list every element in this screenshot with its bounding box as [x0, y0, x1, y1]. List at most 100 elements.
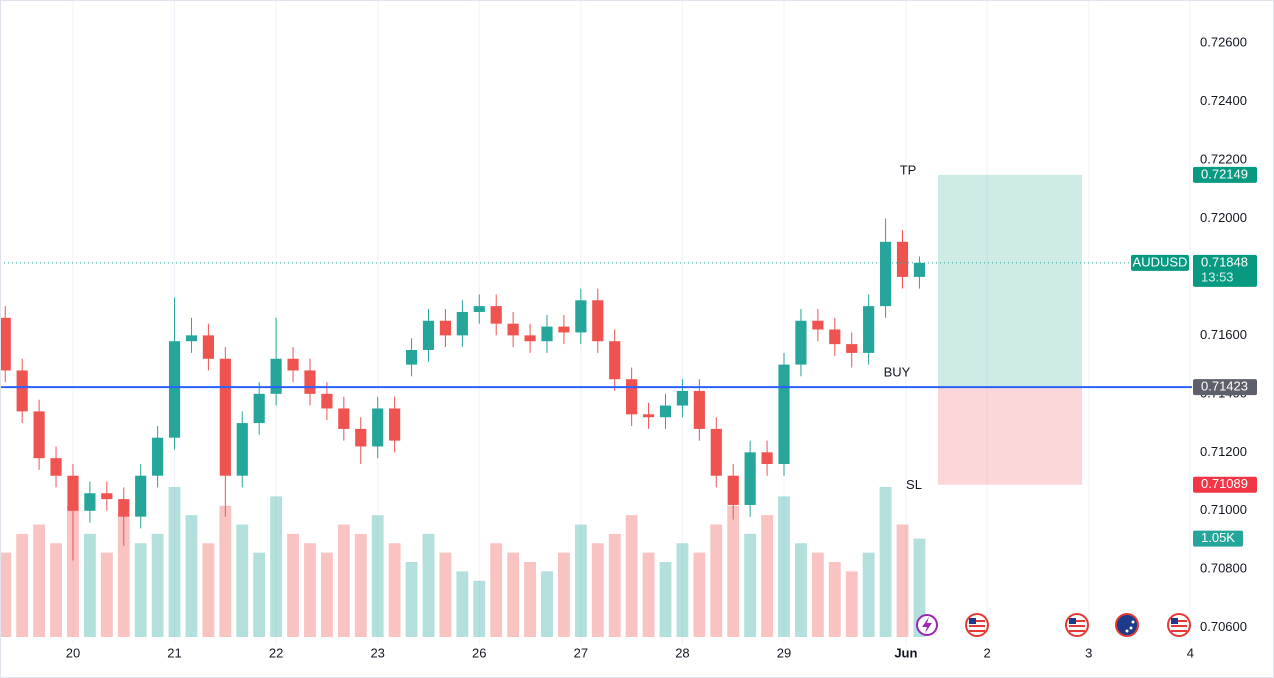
candle-body: [0, 317, 11, 371]
us-flag-icon[interactable]: [1065, 613, 1089, 637]
volume-bar: [913, 538, 926, 637]
volume-bar: [879, 487, 892, 637]
us-flag-icon[interactable]: [1167, 613, 1191, 637]
y-tick-label: 0.72600: [1200, 34, 1247, 49]
volume-bar: [16, 533, 29, 637]
volume-bar: [811, 552, 824, 637]
volume-bar: [507, 552, 520, 637]
candle-body: [389, 408, 401, 441]
volume-layer: [0, 487, 926, 637]
symbol-label: AUDUSD: [1133, 254, 1188, 269]
us-flag-icon[interactable]: [965, 613, 989, 637]
x-tick-label: 26: [472, 645, 486, 660]
candle-body: [372, 408, 384, 447]
volume-bar: [541, 571, 553, 637]
volume-bar: [270, 496, 283, 637]
volume-bar: [744, 533, 757, 637]
x-tick-label: 29: [777, 645, 791, 660]
volume-bar: [304, 543, 316, 637]
candle-body: [355, 428, 367, 447]
x-tick-label: 28: [675, 645, 689, 660]
volume-bar: [845, 571, 858, 637]
candle-body: [812, 320, 824, 330]
y-tick-label: 0.71200: [1200, 444, 1247, 459]
volume-bar: [202, 543, 215, 637]
last-price-label-box: [1193, 254, 1257, 287]
candle-body: [338, 408, 350, 429]
candle-body: [16, 370, 28, 412]
x-tick-label: 20: [66, 645, 80, 660]
candle-body: [575, 300, 587, 333]
candle-body: [67, 475, 79, 511]
volume-bar: [100, 552, 113, 637]
candle-body: [693, 390, 705, 429]
axes: 0.706000.708000.710000.712000.714000.716…: [66, 34, 1257, 660]
candle-body: [50, 458, 62, 476]
tp-price-label: 0.72149: [1201, 166, 1248, 181]
volume-bar: [354, 533, 367, 637]
candle-body: [507, 323, 519, 336]
candle-body: [304, 370, 316, 394]
candle-layer: [0, 218, 926, 561]
y-tick-label: 0.71000: [1200, 502, 1247, 517]
volume-bar: [524, 562, 536, 637]
entry-label: BUY: [884, 365, 911, 380]
candle-body: [744, 452, 756, 505]
volume-bar: [151, 533, 164, 637]
candle-body: [135, 475, 147, 517]
sl-price-label: 0.71089: [1201, 476, 1248, 491]
x-tick-label: 23: [370, 645, 384, 660]
volume-bar: [287, 533, 299, 637]
countdown: 13:53: [1201, 269, 1234, 284]
symbol-box: [1131, 254, 1189, 271]
volume-bar: [33, 524, 46, 637]
x-tick-label: Jun: [894, 645, 917, 660]
candle-body: [541, 326, 553, 342]
volume-bar: [320, 552, 333, 637]
y-tick-label: 0.70800: [1200, 561, 1247, 576]
candle-body: [118, 499, 130, 517]
candle-body: [727, 475, 739, 505]
last-price-label: 0.71848: [1201, 254, 1248, 269]
candle-body: [101, 493, 113, 500]
au-flag-icon[interactable]: [1115, 613, 1139, 637]
loss-zone: [938, 387, 1082, 485]
volume-bar: [117, 515, 130, 637]
candle-body: [659, 405, 672, 418]
volume-bar: [422, 533, 435, 637]
volume-bar: [67, 505, 79, 637]
lightning-glyph: [922, 617, 932, 633]
candle-body: [778, 364, 790, 465]
event-icons: [916, 613, 1191, 637]
volume-bar: [625, 515, 638, 637]
candle-body: [846, 344, 858, 353]
volume-label: 1.05K: [1201, 530, 1235, 545]
candle-body: [219, 358, 231, 476]
volume-bar: [828, 562, 841, 637]
tp-label: TP: [900, 162, 917, 177]
volume-bar: [761, 515, 773, 637]
candle-body: [863, 306, 875, 353]
candle-body: [609, 341, 621, 380]
candle-body: [287, 358, 299, 371]
y-tick-label: 0.72400: [1200, 93, 1247, 108]
y-tick-label: 0.72200: [1200, 151, 1247, 166]
candle-body: [913, 262, 926, 277]
sl-label: SL: [906, 477, 922, 492]
volume-bar: [659, 562, 672, 637]
volume-bar: [50, 543, 62, 637]
candle-body: [202, 335, 214, 359]
candle-body: [710, 428, 722, 476]
volume-bar: [473, 580, 486, 637]
sl-price-label-box: [1193, 476, 1257, 493]
position-tool: TP BUY SL: [884, 162, 1082, 492]
candle-body: [152, 437, 164, 476]
y-tick-label: 0.71600: [1200, 327, 1247, 342]
entry-price-label: 0.71423: [1201, 379, 1248, 394]
candle-body: [473, 306, 485, 312]
overlay: [0, 262, 1192, 389]
volume-bar: [405, 562, 418, 637]
x-tick-label: 2: [984, 645, 991, 660]
volume-bar: [168, 487, 181, 637]
